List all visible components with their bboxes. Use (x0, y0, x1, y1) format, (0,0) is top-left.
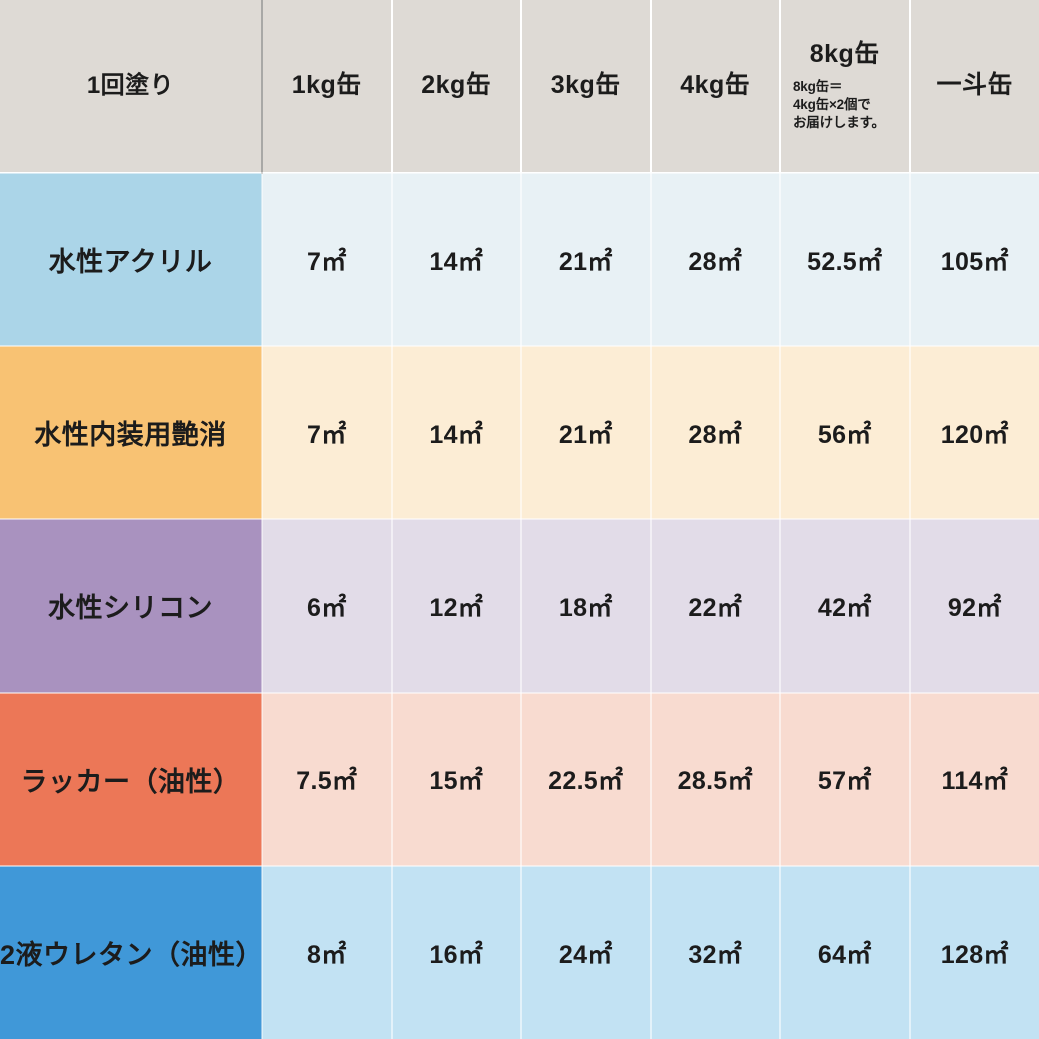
header-cell-coat-count: 1回塗り (0, 0, 263, 174)
header-cell-inner: 4kg缶 (652, 0, 780, 172)
cell-lacquer-itto: 114㎡ (909, 692, 1039, 867)
table-row: ラッカー（油性） 7.5㎡ 15㎡ 22.5㎡ 28.5㎡ 57㎡ 114㎡ (0, 692, 1039, 867)
table-row: 2液ウレタン（油性） 8㎡ 16㎡ 24㎡ 32㎡ 64㎡ 128㎡ (0, 865, 1039, 1039)
cell-acrylic-3kg: 21㎡ (521, 173, 652, 348)
cell-silicone-8kg: 42㎡ (780, 519, 911, 694)
corner-label: 1回塗り (86, 71, 175, 99)
cell-silicone-itto: 92㎡ (909, 519, 1039, 694)
table-body: 水性アクリル 7㎡ 14㎡ 21㎡ 28㎡ 52.5㎡ 105㎡ 水性内装用艶消… (0, 173, 1039, 1039)
cell-2k-urethane-1kg: 8㎡ (262, 865, 393, 1039)
cell-interior-matte-1kg: 7㎡ (262, 346, 393, 521)
header-row: 1回塗り 1kg缶 2kg缶 3kg缶 4kg缶 (0, 0, 1039, 174)
table-row: 水性内装用艶消 7㎡ 14㎡ 21㎡ 28㎡ 56㎡ 120㎡ (0, 346, 1039, 521)
cell-lacquer-3kg: 22.5㎡ (521, 692, 652, 867)
header-label-2kg: 2kg缶 (421, 71, 492, 100)
row-label-interior-matte: 水性内装用艶消 (0, 346, 263, 521)
header-note-line-2: 4kg缶×2個で (793, 96, 871, 112)
cell-silicone-4kg: 22㎡ (650, 519, 781, 694)
cell-acrylic-8kg: 52.5㎡ (780, 173, 911, 348)
header-cell-inner: 2kg缶 (393, 0, 521, 172)
row-label-silicone: 水性シリコン (0, 519, 263, 694)
cell-acrylic-1kg: 7㎡ (262, 173, 393, 348)
cell-2k-urethane-3kg: 24㎡ (521, 865, 652, 1039)
table-header: 1回塗り 1kg缶 2kg缶 3kg缶 4kg缶 (0, 0, 1039, 174)
header-cell-inner: 1回塗り (0, 0, 261, 172)
header-cell-3kg: 3kg缶 (521, 0, 652, 174)
table-row: 水性シリコン 6㎡ 12㎡ 18㎡ 22㎡ 42㎡ 92㎡ (0, 519, 1039, 694)
header-cell-inner: 一斗缶 (911, 0, 1039, 172)
cell-acrylic-itto: 105㎡ (909, 173, 1039, 348)
header-label-4kg: 4kg缶 (680, 71, 751, 100)
cell-silicone-1kg: 6㎡ (262, 519, 393, 694)
header-cell-1kg: 1kg缶 (262, 0, 393, 174)
cell-silicone-3kg: 18㎡ (521, 519, 652, 694)
cell-lacquer-1kg: 7.5㎡ (262, 692, 393, 867)
cell-silicone-2kg: 12㎡ (391, 519, 522, 694)
cell-acrylic-4kg: 28㎡ (650, 173, 781, 348)
cell-lacquer-4kg: 28.5㎡ (650, 692, 781, 867)
cell-interior-matte-3kg: 21㎡ (521, 346, 652, 521)
cell-acrylic-2kg: 14㎡ (391, 173, 522, 348)
header-cell-4kg: 4kg缶 (650, 0, 781, 174)
cell-2k-urethane-4kg: 32㎡ (650, 865, 781, 1039)
row-label-lacquer: ラッカー（油性） (0, 692, 263, 867)
cell-interior-matte-8kg: 56㎡ (780, 346, 911, 521)
header-cell-inner: 3kg缶 (522, 0, 650, 172)
table-row: 水性アクリル 7㎡ 14㎡ 21㎡ 28㎡ 52.5㎡ 105㎡ (0, 173, 1039, 348)
header-cell-inner: 8kg缶 8kg缶＝ 4kg缶×2個で お届けします。 (781, 0, 909, 172)
cell-2k-urethane-2kg: 16㎡ (391, 865, 522, 1039)
header-note-line-1: 8kg缶＝ (793, 79, 843, 95)
header-label-8kg: 8kg缶 (809, 39, 880, 68)
header-note-line-3: お届けします。 (793, 114, 885, 130)
header-cell-8kg: 8kg缶 8kg缶＝ 4kg缶×2個で お届けします。 (780, 0, 911, 174)
cell-interior-matte-2kg: 14㎡ (391, 346, 522, 521)
header-cell-2kg: 2kg缶 (391, 0, 522, 174)
header-label-itto: 一斗缶 (936, 71, 1013, 100)
header-label-1kg: 1kg缶 (291, 71, 362, 100)
header-cell-itto: 一斗缶 (909, 0, 1039, 174)
cell-interior-matte-4kg: 28㎡ (650, 346, 781, 521)
header-cell-inner: 1kg缶 (263, 0, 391, 172)
cell-2k-urethane-8kg: 64㎡ (780, 865, 911, 1039)
header-note-8kg: 8kg缶＝ 4kg缶×2個で お届けします。 (787, 78, 885, 131)
cell-lacquer-8kg: 57㎡ (780, 692, 911, 867)
cell-interior-matte-itto: 120㎡ (909, 346, 1039, 521)
row-label-acrylic: 水性アクリル (0, 173, 263, 348)
cell-2k-urethane-itto: 128㎡ (909, 865, 1039, 1039)
header-label-3kg: 3kg缶 (550, 71, 621, 100)
cell-lacquer-2kg: 15㎡ (391, 692, 522, 867)
row-label-2k-urethane: 2液ウレタン（油性） (0, 865, 263, 1039)
